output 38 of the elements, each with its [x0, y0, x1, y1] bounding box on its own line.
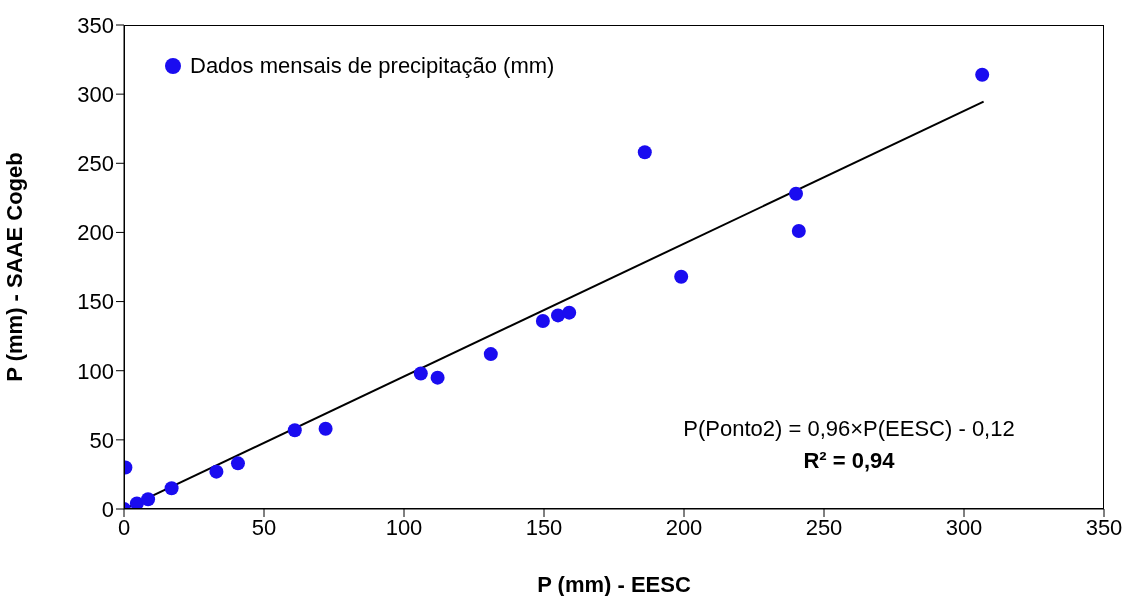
y-tick-label: 100 [77, 358, 114, 384]
x-tick-label: 250 [805, 514, 843, 540]
point [975, 67, 990, 82]
point [413, 366, 428, 381]
x-tick-label: 200 [665, 514, 703, 540]
x-tick-label: 0 [117, 514, 131, 540]
x-axis-title: P (mm) - EESC [537, 572, 691, 596]
point [674, 269, 689, 284]
x-tick-label: 100 [385, 514, 423, 540]
y-tick-label: 350 [77, 12, 114, 38]
x-tick-label: 350 [1085, 514, 1123, 540]
point [430, 370, 445, 385]
x-tick-label: 50 [251, 514, 277, 540]
point [551, 308, 565, 323]
point [791, 224, 806, 239]
point [230, 456, 245, 471]
point [164, 481, 179, 496]
x-tick-label: 150 [525, 514, 563, 540]
y-tick-label: 50 [89, 427, 114, 453]
y-tick-label: 150 [77, 289, 114, 315]
point [789, 186, 803, 201]
y-axis-title: P (mm) - SAAE Cogeb [1, 152, 27, 382]
point [318, 421, 333, 436]
y-tick-label: 200 [77, 220, 114, 246]
point [287, 423, 302, 438]
y-tick-label: 0 [101, 496, 114, 522]
annotation: R² = 0,94 [802, 447, 896, 475]
point [535, 313, 550, 328]
x-tick-label: 300 [945, 514, 983, 540]
point [209, 464, 224, 479]
point [562, 305, 577, 320]
annotation: P(Ponto2) = 0,96×P(EESC) - 0,12 [682, 415, 1016, 443]
legend-label: Dados mensais de precipitação (mm) [190, 53, 555, 79]
point [141, 492, 156, 507]
point [637, 145, 652, 160]
y-tick-label: 250 [77, 151, 114, 177]
y-tick-label: 300 [77, 81, 114, 107]
point [483, 347, 498, 362]
